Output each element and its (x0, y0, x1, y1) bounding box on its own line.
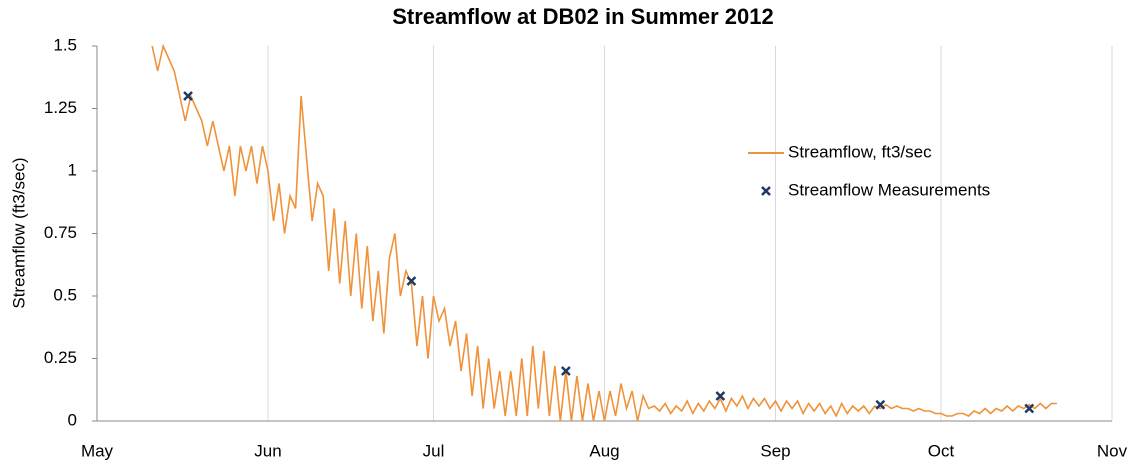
x-tick-label: Nov (1097, 441, 1128, 460)
x-tick-label: May (81, 441, 114, 460)
y-tick-label: 0 (68, 410, 77, 429)
y-tick-label: 1.5 (53, 35, 77, 54)
marker (715, 391, 726, 401)
x-tick-label: Oct (928, 441, 955, 460)
y-tick-label: 0.5 (53, 285, 77, 304)
line (151, 43, 1057, 422)
y-tick-label: 0.25 (44, 348, 77, 367)
chart-title: Streamflow at DB02 in Summer 2012 (392, 4, 773, 29)
marker (183, 91, 193, 101)
y-tick-label: 1.25 (44, 98, 77, 117)
x-tick-label: Jul (423, 441, 445, 460)
marker (875, 399, 886, 410)
x-tick-label: Aug (589, 441, 619, 460)
marker (1024, 403, 1035, 414)
x-tick-label: Sep (760, 441, 790, 460)
y-tick-label: 1 (68, 160, 77, 179)
y-axis-label: Streamflow (ft3/sec) (9, 157, 28, 308)
marker (561, 366, 571, 376)
marker (406, 276, 417, 286)
legend-label: Streamflow, ft3/sec (788, 142, 932, 161)
x-tick-label: Jun (254, 441, 281, 460)
y-tick-label: 0.75 (44, 223, 77, 242)
legend-label: Streamflow Measurements (788, 180, 990, 199)
legend-swatch (761, 186, 771, 196)
